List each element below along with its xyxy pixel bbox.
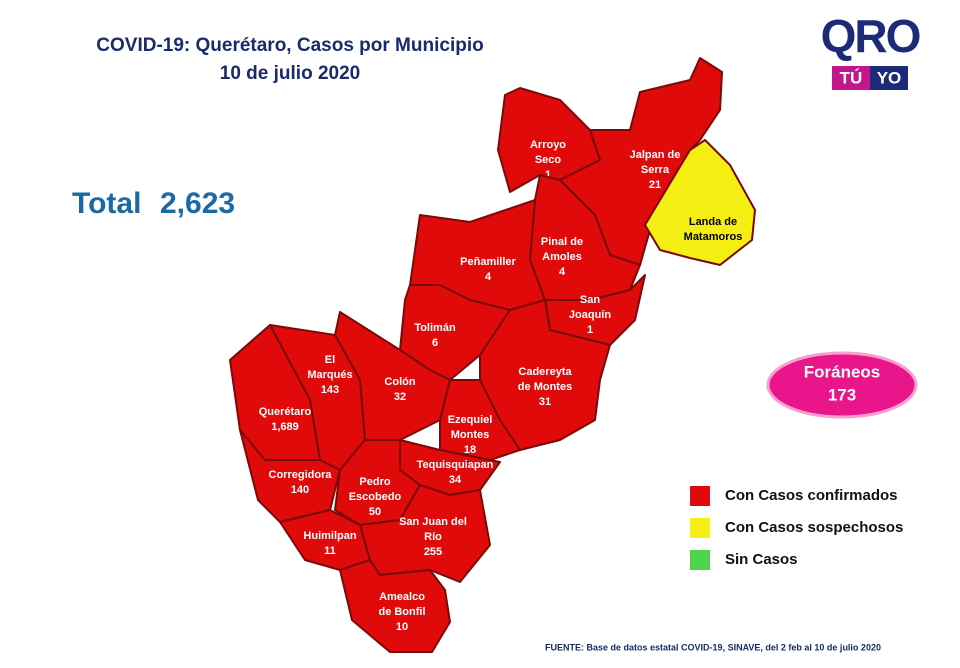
municipality-area [439, 379, 521, 461]
municipality-cases: 1,689 [271, 421, 299, 433]
legend-swatch [690, 550, 710, 570]
legend-label: Con Casos sospechosos [725, 519, 903, 536]
municipality-name: Pinal de [541, 236, 583, 248]
municipality-area [239, 429, 341, 523]
municipality-name: Ezequiel [448, 414, 493, 426]
municipality-cases: 18 [464, 444, 476, 456]
logo: QRO TÚ YO [821, 10, 922, 90]
source: FUENTE: Base de datos estatal COVID-19, … [545, 642, 881, 652]
total-value: 2,623 [160, 187, 235, 220]
municipality-name: Jalpan de [630, 149, 681, 161]
municipality-cases: 50 [369, 506, 381, 518]
municipality-name: Seco [535, 154, 562, 166]
municipality-name: San Juan del [399, 516, 467, 528]
municipality-cases: 1 [545, 169, 551, 181]
logo-box-right [870, 66, 908, 90]
municipality-name: Tolimán [414, 322, 456, 334]
municipality-cases: 255 [424, 546, 442, 558]
municipality-name: San [580, 294, 600, 306]
municipality-area [399, 284, 511, 381]
foraneos-label: Foráneos [804, 362, 881, 381]
municipality-name: Arroyo [530, 139, 566, 151]
municipality-name: Joaquín [569, 309, 611, 321]
municipality-name: El [325, 354, 335, 366]
municipality-area [339, 559, 451, 653]
date: 10 de julio 2020 [220, 63, 360, 84]
municipality-name: Huimilpan [303, 530, 356, 542]
legend-label: Con Casos confirmados [725, 487, 898, 504]
municipality-name: Montes [451, 429, 490, 441]
municipality-cases: 1 [587, 324, 593, 336]
foraneos-badge: Foráneos 173 [766, 351, 918, 419]
municipality-name: Landa de [689, 216, 737, 228]
municipality-cases: 140 [291, 484, 309, 496]
legend-swatch [690, 486, 710, 506]
municipality-cases: 34 [449, 474, 462, 486]
municipality-name: Amealco [379, 591, 425, 603]
municipality-area [644, 139, 756, 266]
municipality-name: Serra [641, 164, 670, 176]
foraneos-value: 173 [828, 385, 856, 404]
logo-main: QRO [821, 10, 920, 62]
logo-box-left [832, 66, 870, 90]
municipality-name: Matamoros [684, 231, 743, 243]
municipality-name: Peñamiller [460, 256, 516, 268]
municipality-name: Querétaro [259, 406, 312, 418]
municipality-name: Pedro [359, 476, 390, 488]
logo-right: YO [877, 68, 902, 87]
municipality-name: Amoles [542, 251, 582, 263]
municipality-cases: 4 [559, 266, 566, 278]
legend-label: Sin Casos [725, 551, 798, 568]
municipality-cases: 32 [394, 391, 406, 403]
municipality-name: Colón [384, 376, 415, 388]
legend: Con Casos confirmados Con Casos sospechos… [690, 486, 903, 570]
municipality-cases: 4 [485, 271, 492, 283]
municipality-cases: 31 [539, 396, 551, 408]
foraneos-ellipse [766, 351, 918, 419]
municipality-name: de Bonfil [378, 606, 425, 618]
municipality-cases: 10 [396, 621, 408, 633]
logo-left: TÚ [840, 68, 863, 87]
legend-swatch [690, 518, 710, 538]
municipality-name: Marqués [307, 369, 352, 381]
municipality-name: Escobedo [349, 491, 402, 503]
municipality-name: Cadereyta [518, 366, 572, 378]
title: COVID-19: Querétaro, Casos por Municipio [96, 35, 483, 56]
map: Arroyo Seco 1 Jalpan de Serra 21 Landa de Matam… [229, 57, 756, 653]
municipality-name: Corregidora [269, 469, 333, 481]
municipality-name: Río [424, 531, 442, 543]
municipality-cases: 21 [649, 179, 661, 191]
municipality-cases: 6 [432, 337, 438, 349]
municipality-name: Tequisquiapan [417, 459, 494, 471]
total-label: Total [72, 187, 141, 220]
municipality-name: de Montes [518, 381, 572, 393]
municipality-cases: 11 [324, 545, 336, 557]
municipality-cases: 143 [321, 384, 339, 396]
